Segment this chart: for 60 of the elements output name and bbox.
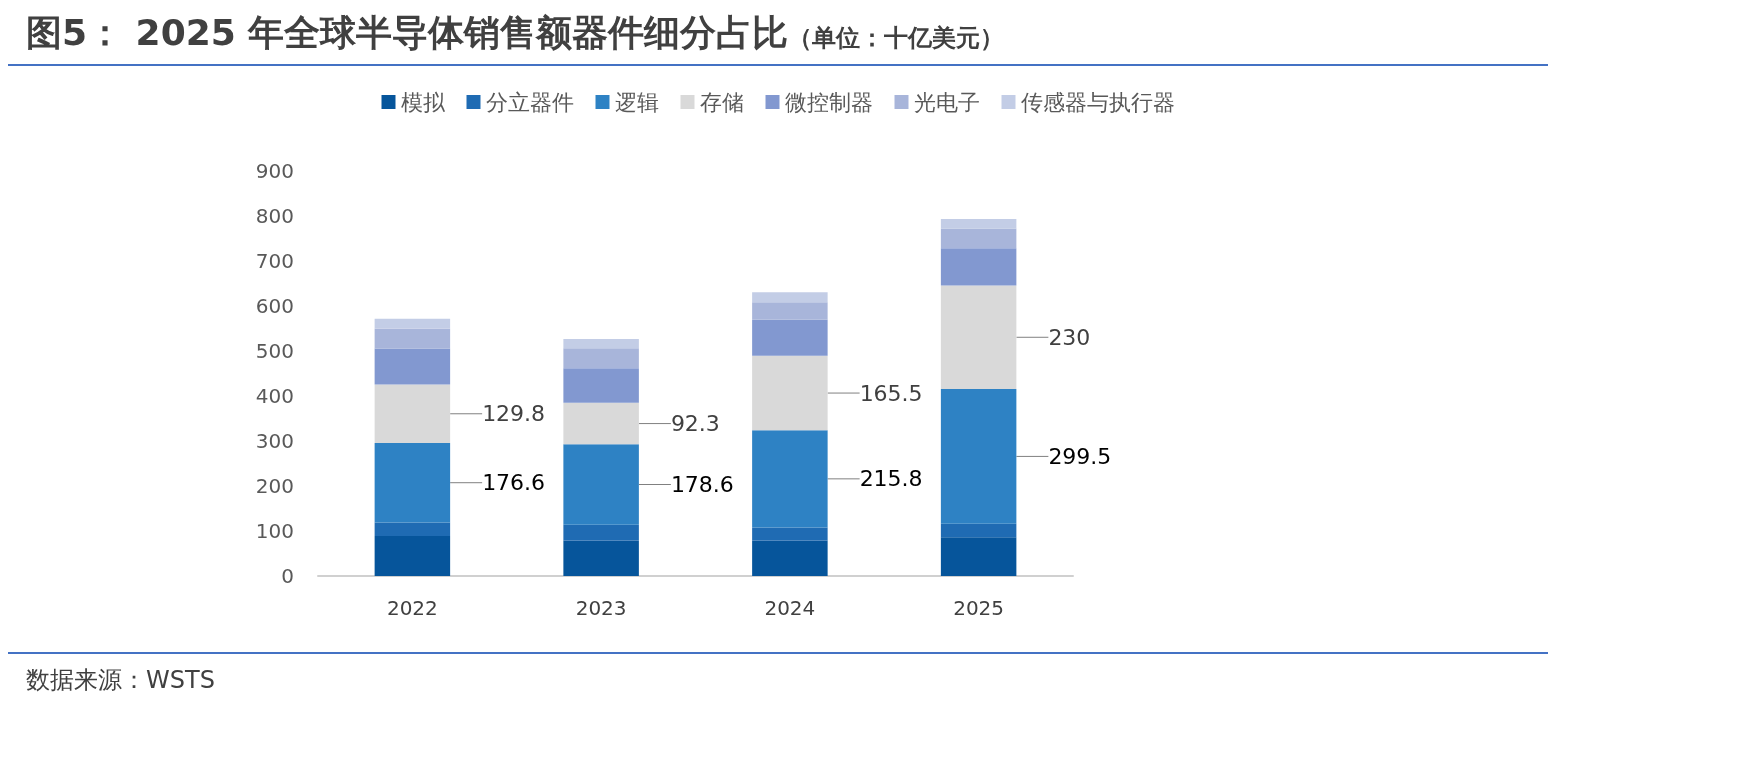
y-tick-label: 500: [255, 339, 294, 363]
chart-subtitle: （单位：十亿美元）: [788, 23, 1005, 54]
data-label: 215.8: [859, 466, 923, 492]
legend-label: 逻辑: [614, 89, 659, 115]
x-tick-label: 2025: [953, 596, 1005, 620]
bar: [940, 285, 1017, 390]
bar: [752, 355, 828, 431]
bar: [374, 318, 451, 329]
bar: [374, 522, 451, 536]
data-label: 299.5: [1048, 443, 1112, 469]
legend-label: 存储: [699, 89, 744, 115]
bar: [563, 540, 639, 576]
bar: [940, 389, 1017, 524]
data-label: 129.8: [482, 401, 546, 427]
data-label: 92.3: [670, 411, 720, 437]
data-label: 178.6: [670, 472, 734, 498]
bar: [374, 348, 451, 385]
source-note: 数据来源：WSTS: [26, 666, 215, 694]
bar: [563, 368, 639, 403]
y-tick-label: 400: [255, 384, 294, 408]
legend-label: 分立器件: [485, 89, 574, 115]
bar: [374, 328, 451, 349]
x-tick-label: 2024: [764, 596, 816, 620]
bar: [563, 402, 639, 445]
bar: [752, 302, 828, 320]
bar: [940, 218, 1017, 229]
y-tick-label: 700: [255, 249, 294, 273]
y-tick-label: 600: [255, 294, 294, 318]
bar: [563, 524, 639, 541]
bar: [563, 444, 639, 525]
x-tick-label: 2022: [386, 596, 438, 620]
legend-label: 传感器与执行器: [1020, 89, 1175, 115]
bar: [752, 430, 828, 528]
x-tick-label: 2023: [575, 596, 627, 620]
bar: [563, 338, 639, 349]
legend-label: 微控制器: [784, 89, 873, 115]
bar: [374, 442, 451, 523]
bar: [940, 523, 1017, 538]
y-tick-label: 800: [255, 204, 294, 228]
y-tick-label: 900: [255, 159, 294, 183]
data-label: 165.5: [859, 380, 923, 406]
data-label: 176.6: [482, 470, 546, 496]
y-tick-label: 200: [255, 474, 294, 498]
bar: [752, 540, 828, 576]
data-label: 230: [1048, 324, 1091, 350]
bar: [374, 535, 451, 576]
bar: [752, 292, 828, 303]
y-tick-label: 300: [255, 429, 294, 453]
bar: [752, 319, 828, 356]
bar: [563, 348, 639, 369]
bar: [752, 527, 828, 541]
bar: [374, 384, 451, 443]
legend-label: 光电子: [913, 89, 980, 115]
bar: [940, 537, 1017, 576]
y-tick-label: 0: [281, 564, 294, 588]
chart-title: 图5： 2025 年全球半导体销售额器件细分占比: [26, 11, 789, 55]
legend-label: 模拟: [400, 89, 446, 115]
bar: [940, 248, 1017, 286]
bar: [940, 228, 1017, 249]
y-tick-label: 100: [255, 519, 294, 543]
